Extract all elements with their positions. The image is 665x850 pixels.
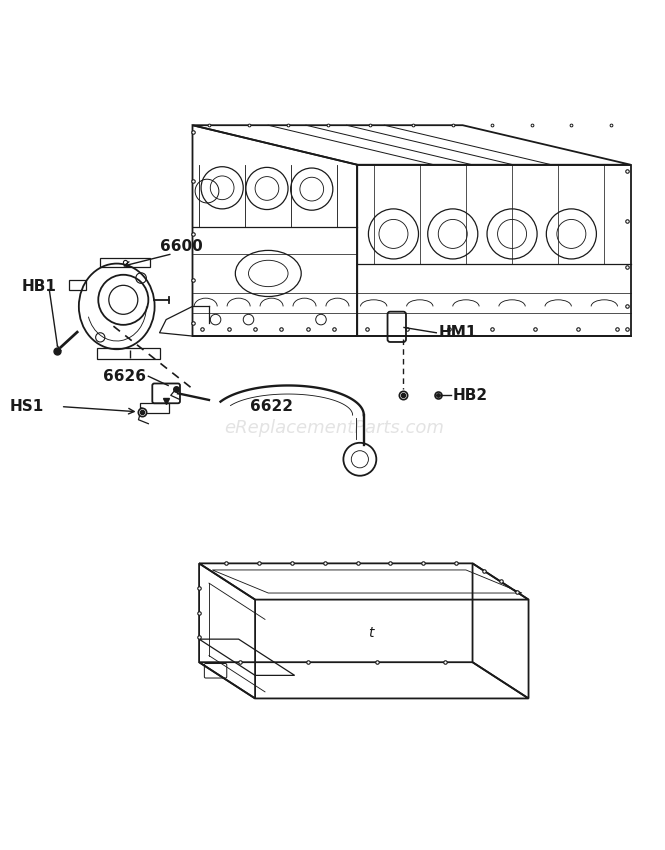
Text: HB2: HB2 bbox=[453, 388, 488, 403]
Text: 6600: 6600 bbox=[160, 239, 202, 253]
Text: HB1: HB1 bbox=[21, 279, 56, 294]
Text: 6626: 6626 bbox=[103, 369, 146, 383]
Text: 6622: 6622 bbox=[250, 399, 293, 414]
Text: t: t bbox=[368, 626, 373, 639]
Text: eReplacementParts.com: eReplacementParts.com bbox=[224, 419, 444, 437]
Text: HM1: HM1 bbox=[438, 326, 477, 340]
Text: HS1: HS1 bbox=[10, 399, 45, 414]
